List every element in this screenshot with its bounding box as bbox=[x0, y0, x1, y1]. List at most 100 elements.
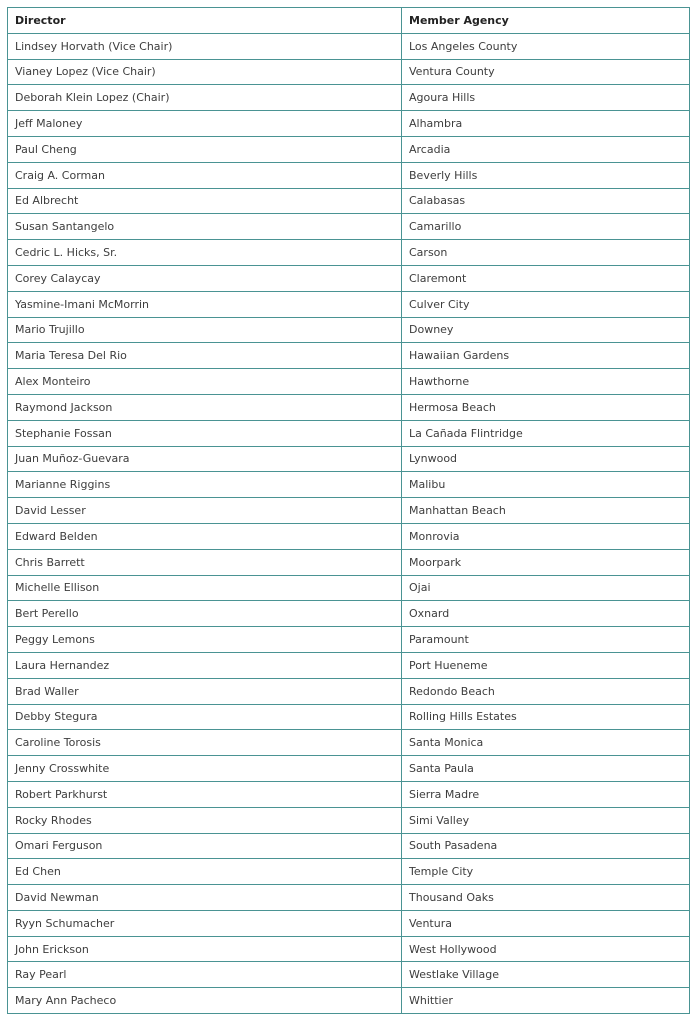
director-cell: Ryyn Schumacher bbox=[7, 909, 402, 937]
member-agency-cell: Beverly Hills bbox=[401, 161, 690, 189]
table-row: Vianey Lopez (Vice Chair) Ventura County bbox=[7, 58, 690, 86]
director-cell: Stephanie Fossan bbox=[7, 419, 402, 447]
table-row: Jenny Crosswhite Santa Paula bbox=[7, 755, 690, 782]
member-agency-cell: Thousand Oaks bbox=[401, 884, 690, 911]
member-agency-cell: Alhambra bbox=[401, 110, 690, 137]
director-cell: Ray Pearl bbox=[7, 961, 402, 989]
director-cell: Lindsey Horvath (Vice Chair) bbox=[7, 32, 402, 60]
director-cell: Deborah Klein Lopez (Chair) bbox=[7, 84, 402, 112]
director-cell: Edward Belden bbox=[7, 522, 402, 550]
director-cell: Vianey Lopez (Vice Chair) bbox=[7, 58, 402, 86]
director-cell: Ed Albrecht bbox=[7, 187, 402, 215]
director-cell: Jeff Maloney bbox=[7, 110, 402, 137]
member-agency-cell: Malibu bbox=[401, 471, 690, 499]
table-row: Mario Trujillo Downey bbox=[7, 316, 690, 344]
table-row: David Lesser Manhattan Beach bbox=[7, 497, 690, 524]
table-row: Corey Calaycay Claremont bbox=[7, 264, 690, 292]
member-agency-cell: Camarillo bbox=[401, 213, 690, 241]
director-cell: Marianne Riggins bbox=[7, 471, 402, 499]
director-cell: Mario Trujillo bbox=[7, 316, 402, 344]
member-agency-cell: Agoura Hills bbox=[401, 84, 690, 112]
member-agency-cell: Ventura County bbox=[401, 58, 690, 86]
table-row: Marianne Riggins Malibu bbox=[7, 471, 690, 499]
director-cell: Michelle Ellison bbox=[7, 574, 402, 602]
member-agency-cell: Hawthorne bbox=[401, 368, 690, 395]
member-agency-cell: Carson bbox=[401, 239, 690, 266]
member-agency-cell: West Hollywood bbox=[401, 935, 690, 963]
table-row: Ray Pearl Westlake Village bbox=[7, 961, 690, 989]
table-row: Raymond Jackson Hermosa Beach bbox=[7, 393, 690, 421]
table-header-row: Director Member Agency bbox=[7, 7, 690, 34]
member-agency-cell: Calabasas bbox=[401, 187, 690, 215]
member-agency-cell: Temple City bbox=[401, 858, 690, 886]
table-row: Alex Monteiro Hawthorne bbox=[7, 368, 690, 395]
director-cell: Maria Teresa Del Rio bbox=[7, 342, 402, 370]
table-row: Susan Santangelo Camarillo bbox=[7, 213, 690, 241]
member-agency-cell: Ojai bbox=[401, 574, 690, 602]
member-agency-cell: Ventura bbox=[401, 909, 690, 937]
directors-table: Director Member Agency Lindsey Horvath (… bbox=[7, 7, 690, 1015]
table-row: Michelle Ellison Ojai bbox=[7, 574, 690, 602]
table-row: Debby Stegura Rolling Hills Estates bbox=[7, 703, 690, 731]
table-row: Stephanie Fossan La Cañada Flintridge bbox=[7, 419, 690, 447]
table-row: Yasmine-Imani McMorrin Culver City bbox=[7, 290, 690, 318]
table-row: Edward Belden Monrovia bbox=[7, 522, 690, 550]
director-cell: Bert Perello bbox=[7, 600, 402, 628]
member-agency-cell: Whittier bbox=[401, 987, 690, 1015]
table-row: Deborah Klein Lopez (Chair) Agoura Hills bbox=[7, 84, 690, 112]
member-agency-cell: Moorpark bbox=[401, 548, 690, 576]
member-agency-cell: South Pasadena bbox=[401, 832, 690, 860]
table-row: Juan Muñoz-Guevara Lynwood bbox=[7, 445, 690, 473]
member-agency-cell: Culver City bbox=[401, 290, 690, 318]
table-row: Chris Barrett Moorpark bbox=[7, 548, 690, 576]
director-cell: Ed Chen bbox=[7, 858, 402, 886]
table-row: Brad Waller Redondo Beach bbox=[7, 677, 690, 705]
director-cell: Susan Santangelo bbox=[7, 213, 402, 241]
member-agency-cell: Lynwood bbox=[401, 445, 690, 473]
table-row: John Erickson West Hollywood bbox=[7, 935, 690, 963]
table-row: Lindsey Horvath (Vice Chair) Los Angeles … bbox=[7, 32, 690, 60]
member-agency-cell: Claremont bbox=[401, 264, 690, 292]
table-row: Jeff Maloney Alhambra bbox=[7, 110, 690, 137]
member-agency-cell: Rolling Hills Estates bbox=[401, 703, 690, 731]
member-agency-cell: Port Hueneme bbox=[401, 651, 690, 679]
director-cell: Peggy Lemons bbox=[7, 626, 402, 653]
director-cell: Caroline Torosis bbox=[7, 729, 402, 757]
member-agency-cell: Downey bbox=[401, 316, 690, 344]
director-cell: Robert Parkhurst bbox=[7, 780, 402, 808]
director-cell: Mary Ann Pacheco bbox=[7, 987, 402, 1015]
table-row: Ryyn Schumacher Ventura bbox=[7, 909, 690, 937]
director-cell: Brad Waller bbox=[7, 677, 402, 705]
director-cell: Jenny Crosswhite bbox=[7, 755, 402, 782]
director-cell: David Lesser bbox=[7, 497, 402, 524]
director-cell: Yasmine-Imani McMorrin bbox=[7, 290, 402, 318]
member-agency-cell: Simi Valley bbox=[401, 806, 690, 834]
table-row: Cedric L. Hicks, Sr. Carson bbox=[7, 239, 690, 266]
director-cell: Alex Monteiro bbox=[7, 368, 402, 395]
director-cell: Rocky Rhodes bbox=[7, 806, 402, 834]
table-row: Caroline Torosis Santa Monica bbox=[7, 729, 690, 757]
table-row: Maria Teresa Del Rio Hawaiian Gardens bbox=[7, 342, 690, 370]
header-member-agency: Member Agency bbox=[401, 7, 690, 34]
table-row: Bert Perello Oxnard bbox=[7, 600, 690, 628]
table-row: Omari Ferguson South Pasadena bbox=[7, 832, 690, 860]
table-row: Ed Albrecht Calabasas bbox=[7, 187, 690, 215]
table-row: Laura Hernandez Port Hueneme bbox=[7, 651, 690, 679]
director-cell: Omari Ferguson bbox=[7, 832, 402, 860]
director-cell: Corey Calaycay bbox=[7, 264, 402, 292]
member-agency-cell: Westlake Village bbox=[401, 961, 690, 989]
director-cell: Paul Cheng bbox=[7, 135, 402, 163]
member-agency-cell: Hermosa Beach bbox=[401, 393, 690, 421]
member-agency-cell: Oxnard bbox=[401, 600, 690, 628]
member-agency-cell: Redondo Beach bbox=[401, 677, 690, 705]
director-cell: Chris Barrett bbox=[7, 548, 402, 576]
table-row: Ed Chen Temple City bbox=[7, 858, 690, 886]
director-cell: Juan Muñoz-Guevara bbox=[7, 445, 402, 473]
table-row: David Newman Thousand Oaks bbox=[7, 884, 690, 911]
director-cell: David Newman bbox=[7, 884, 402, 911]
member-agency-cell: Los Angeles County bbox=[401, 32, 690, 60]
director-cell: Craig A. Corman bbox=[7, 161, 402, 189]
member-agency-cell: Manhattan Beach bbox=[401, 497, 690, 524]
member-agency-cell: Paramount bbox=[401, 626, 690, 653]
member-agency-cell: Monrovia bbox=[401, 522, 690, 550]
